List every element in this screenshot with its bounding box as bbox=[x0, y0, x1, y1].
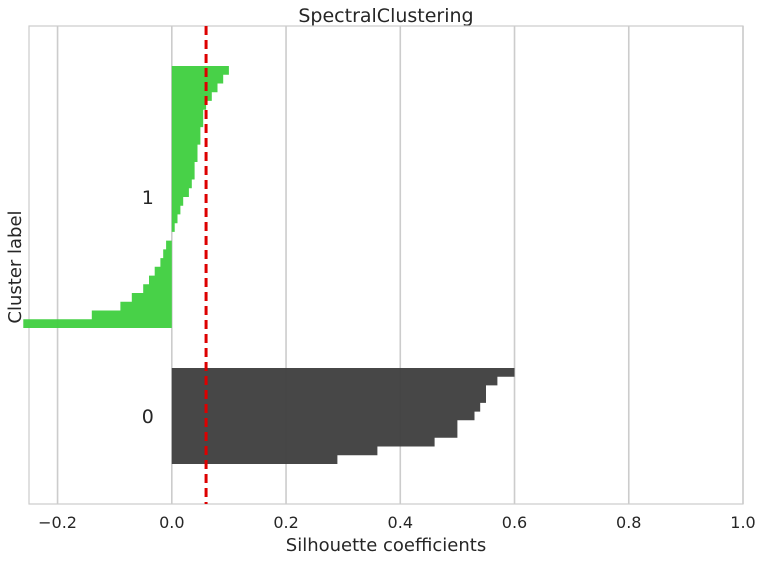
cluster-label-0: 0 bbox=[142, 406, 154, 428]
silhouette-cluster-1 bbox=[23, 66, 229, 328]
cluster-label-1: 1 bbox=[142, 187, 154, 209]
plot-area: 0 1 −0.2 0.0 0.2 0.4 0.6 0.8 1.0 bbox=[23, 25, 756, 532]
x-tick-label: 0.8 bbox=[616, 513, 641, 532]
silhouette-cluster-0 bbox=[171, 368, 515, 464]
x-tick-label: 0.4 bbox=[388, 513, 413, 532]
x-tick-label: −0.2 bbox=[38, 513, 77, 532]
x-tick-label: 0.6 bbox=[502, 513, 527, 532]
x-tick-label: 0.2 bbox=[273, 513, 298, 532]
x-tick-label: 0.0 bbox=[159, 513, 184, 532]
x-tick-label: 1.0 bbox=[730, 513, 755, 532]
x-axis-label: Silhouette coefficients bbox=[286, 535, 486, 556]
y-axis-label: Cluster label bbox=[5, 210, 26, 323]
chart-title: SpectralClustering bbox=[298, 5, 473, 27]
